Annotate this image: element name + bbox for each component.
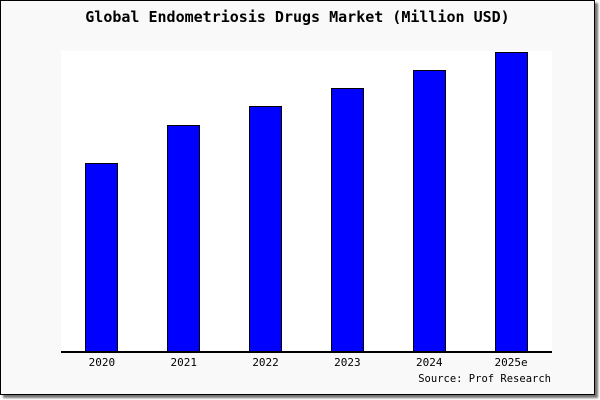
bar-2020 bbox=[85, 163, 119, 351]
bar-2023 bbox=[330, 88, 364, 351]
bar-2025e bbox=[494, 52, 528, 351]
bar-2022 bbox=[249, 106, 283, 351]
x-tick-label-2022: 2022 bbox=[252, 356, 279, 369]
chart-frame: Global Endometriosis Drugs Market (Milli… bbox=[0, 0, 595, 395]
x-tick-label-2025e: 2025e bbox=[494, 356, 528, 369]
bar-2024 bbox=[412, 70, 446, 351]
x-axis-labels: 2020 2021 2022 2023 2024 2025e bbox=[61, 356, 552, 369]
source-credit: Source: Prof Research bbox=[418, 373, 551, 385]
x-tick-label-2021: 2021 bbox=[170, 356, 197, 369]
bar-2021 bbox=[167, 125, 201, 351]
plot-area bbox=[61, 51, 552, 353]
bars-container bbox=[61, 51, 552, 351]
x-tick-label-2023: 2023 bbox=[334, 356, 361, 369]
x-tick-label-2020: 2020 bbox=[88, 356, 116, 369]
x-tick-label-2024: 2024 bbox=[415, 356, 443, 369]
chart-title: Global Endometriosis Drugs Market (Milli… bbox=[85, 8, 510, 26]
